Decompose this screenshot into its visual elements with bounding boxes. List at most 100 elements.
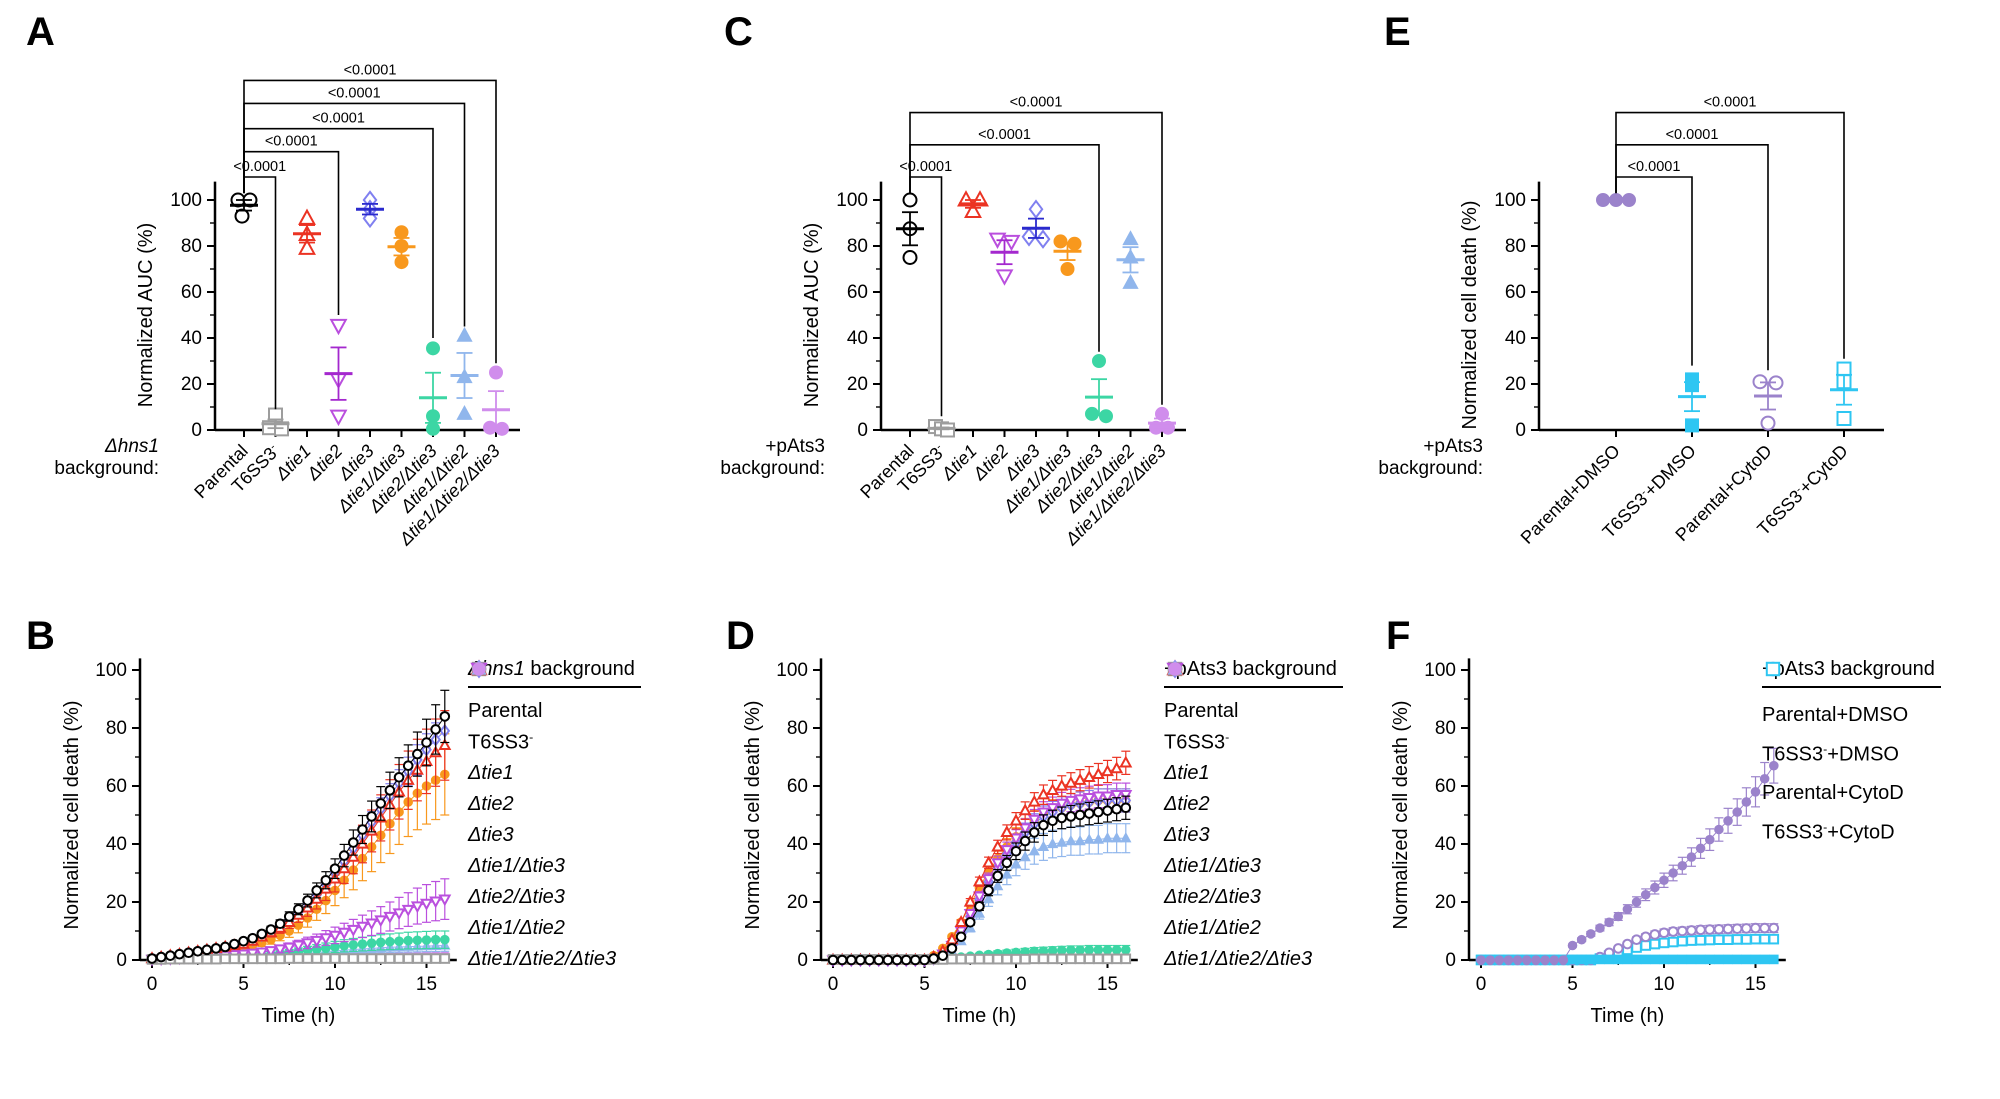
svg-text:Normalized AUC (%): Normalized AUC (%)	[135, 223, 157, 407]
circle-marker-icon	[1168, 662, 1182, 676]
svg-text:20: 20	[847, 374, 868, 395]
svg-text:15: 15	[416, 974, 437, 995]
legend-label: Δtie2/Δtie3	[468, 886, 565, 908]
panel-f: F 0 20 40 60 80 100 0 5 10 15 Time (h) Normalized c…	[1334, 560, 2000, 1099]
svg-text:20: 20	[106, 892, 127, 913]
legend-item: Δtie2/Δtie3	[1164, 662, 1343, 913]
svg-text:+pAts3: +pAts3	[765, 436, 825, 457]
legend-item: Δtie2/Δtie3	[468, 662, 641, 913]
svg-text:0: 0	[1515, 420, 1526, 441]
svg-text:100: 100	[1494, 190, 1526, 211]
panel-d: D 0 20 40 60 80 100 0 5 10 15 Time (h) Normalized c…	[666, 560, 1343, 1099]
legend-item: Δtie2	[468, 662, 641, 820]
svg-text:<0.0001: <0.0001	[312, 111, 365, 127]
svg-text:background:: background:	[720, 458, 825, 479]
legend-item: Parental+DMSO	[1762, 662, 1941, 735]
panel-f-chart: 0 20 40 60 80 100 0 5 10 15 Time (h) Normalized cel…	[1390, 658, 1786, 1027]
legend-title: +pAts3 background	[1164, 658, 1343, 688]
svg-text:80: 80	[106, 718, 127, 739]
legend-item: Δtie1	[468, 659, 641, 789]
svg-text:Δhns1: Δhns1	[104, 436, 159, 457]
svg-text:60: 60	[1435, 776, 1456, 797]
scatter-group	[356, 190, 384, 229]
scatter-group	[1021, 199, 1051, 249]
svg-text:<0.0001: <0.0001	[1628, 159, 1681, 175]
legend-label: Parental	[468, 700, 543, 722]
scatter-group	[896, 192, 924, 265]
scatter-group	[1678, 372, 1706, 433]
svg-text:80: 80	[1505, 236, 1526, 257]
svg-text:<0.0001: <0.0001	[328, 85, 381, 101]
svg-text:20: 20	[181, 374, 202, 395]
svg-text:Δtie1: Δtie1	[937, 441, 981, 485]
panel-b-chart: 0 20 40 60 80 100 0 5 10 15 Time (h) Normalized cel…	[61, 658, 457, 1027]
legend-label: Δtie1/Δtie2/Δtie3	[1164, 948, 1313, 970]
legend-label: T6SS3-+CytoD	[1762, 820, 1895, 844]
legend-item: T6SS3-	[1164, 661, 1343, 758]
legend-label: Parental	[1164, 700, 1239, 722]
legend-label: Δtie1/Δtie3	[1164, 855, 1261, 877]
scatter-group	[1053, 234, 1082, 276]
line-series	[146, 953, 451, 965]
svg-text:10: 10	[1653, 974, 1674, 995]
scatter-group	[1596, 193, 1636, 207]
legend-label: Δtie2/Δtie3	[1164, 886, 1261, 908]
legend-label: Δtie1/Δtie2/Δtie3	[468, 948, 617, 970]
scatter-group	[957, 190, 989, 219]
legend-label: Δtie1/Δtie2	[1164, 917, 1261, 939]
legend-title: Δhns1 background	[468, 658, 641, 688]
legend-label: Parental+CytoD	[1762, 782, 1904, 804]
svg-text:15: 15	[1745, 974, 1766, 995]
legend-item: Δtie1/Δtie2/Δtie3	[1164, 662, 1343, 975]
legend-item: Parental+CytoD	[1762, 661, 1941, 813]
panel-d-legend: +pAts3 background Parental T6SS3- Δtie1 Δtie…	[1164, 658, 1343, 975]
svg-text:Normalized cell death (%): Normalized cell death (%)	[61, 701, 83, 930]
scatter-group	[1830, 361, 1858, 426]
svg-text:80: 80	[181, 236, 202, 257]
panel-a-letter: A	[26, 10, 55, 54]
legend-label: Parental+DMSO	[1762, 704, 1909, 726]
svg-text:60: 60	[181, 282, 202, 303]
legend-label: Δtie3	[1164, 824, 1210, 846]
svg-text:background:: background:	[54, 458, 159, 479]
scatter-group	[230, 192, 258, 224]
svg-text:0: 0	[797, 950, 808, 971]
legend-item: Δtie3	[1164, 659, 1343, 851]
svg-text:80: 80	[847, 236, 868, 257]
scatter-group	[1116, 230, 1145, 289]
svg-text:<0.0001: <0.0001	[1010, 95, 1063, 111]
svg-text:0: 0	[116, 950, 127, 971]
legend-item: Δtie2	[1164, 662, 1343, 820]
svg-text:10: 10	[1005, 974, 1026, 995]
svg-text:100: 100	[776, 660, 808, 681]
legend-item: Parental	[1164, 661, 1343, 727]
svg-text:Time (h): Time (h)	[1591, 1005, 1665, 1027]
svg-text:15: 15	[1097, 974, 1118, 995]
svg-text:Normalized cell death (%): Normalized cell death (%)	[1390, 701, 1412, 930]
svg-text:0: 0	[828, 974, 839, 995]
legend-item: Δtie1/Δtie2/Δtie3	[468, 662, 641, 975]
panel-b: B 0 20 40 60 80 100 0 5 10 15 Time (h) Normalized c…	[0, 560, 666, 1099]
scatter-group	[927, 419, 956, 438]
legend-label: T6SS3-	[468, 730, 534, 754]
svg-text:Δtie2: Δtie2	[302, 441, 346, 485]
svg-text:Δtie2: Δtie2	[968, 441, 1012, 485]
svg-text:10: 10	[324, 974, 345, 995]
legend-label: T6SS3-+DMSO	[1762, 742, 1899, 766]
svg-text:40: 40	[1505, 328, 1526, 349]
circle-marker-icon	[472, 662, 486, 676]
scatter-group	[419, 341, 447, 436]
svg-text:0: 0	[857, 420, 868, 441]
svg-text:<0.0001: <0.0001	[265, 134, 318, 150]
scatter-group	[482, 365, 510, 436]
svg-text:<0.0001: <0.0001	[1666, 127, 1719, 143]
panel-f-letter: F	[1386, 614, 1411, 658]
svg-text:80: 80	[787, 718, 808, 739]
line-series	[1476, 747, 1779, 965]
svg-text:60: 60	[787, 776, 808, 797]
svg-text:100: 100	[1424, 660, 1456, 681]
svg-text:60: 60	[847, 282, 868, 303]
svg-text:0: 0	[191, 420, 202, 441]
